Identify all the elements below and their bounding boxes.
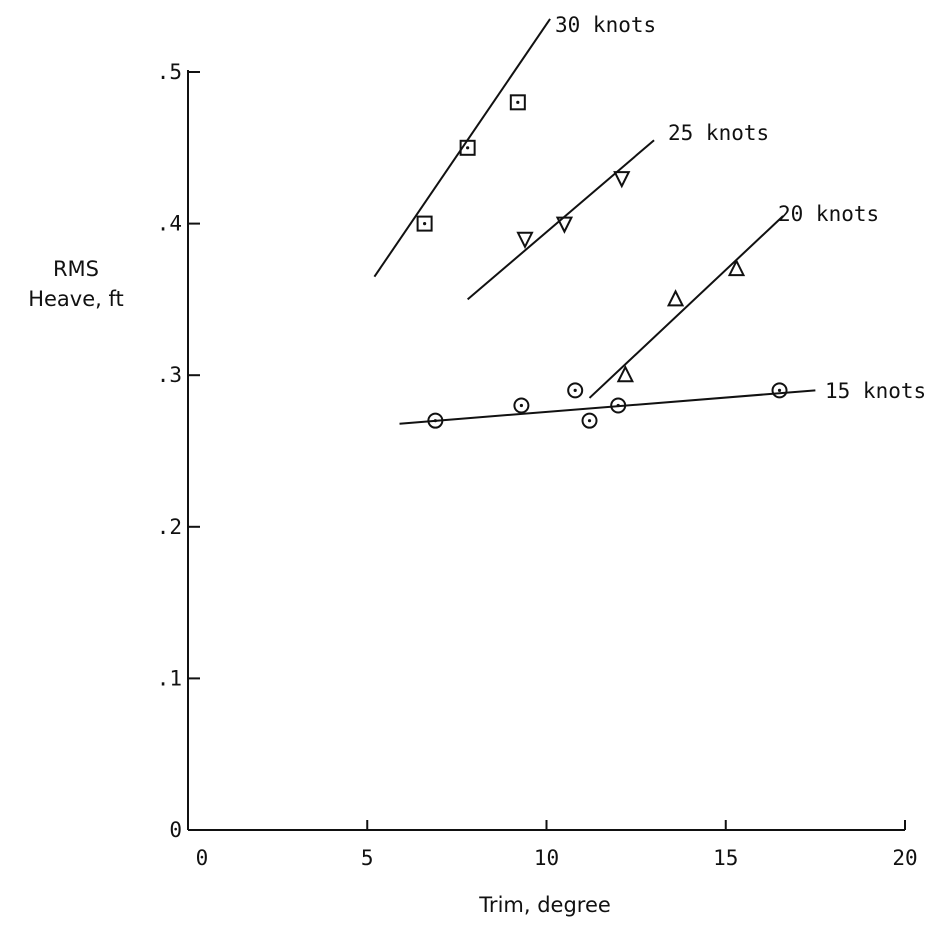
square-marker-dot xyxy=(423,222,427,226)
square-marker-dot xyxy=(466,146,470,150)
square-marker xyxy=(459,139,476,156)
fit-line xyxy=(588,215,784,399)
y-tick-label: .5 xyxy=(157,60,182,84)
circle-marker-dot xyxy=(519,403,524,408)
circle-marker xyxy=(771,382,788,399)
y-tick-label: 0 xyxy=(169,818,182,842)
circle-marker xyxy=(513,397,530,414)
triangle-down-marker xyxy=(613,171,631,189)
triangle-down-marker xyxy=(555,216,574,234)
x-tick-label: 5 xyxy=(361,846,374,870)
triangle-down-marker xyxy=(516,231,534,249)
square-marker xyxy=(509,94,526,111)
y-tick-label: .1 xyxy=(157,666,182,690)
x-tick-label: 20 xyxy=(892,846,917,870)
circle-marker xyxy=(610,397,627,414)
circle-marker-dot xyxy=(587,419,592,423)
series-label: 30 knots xyxy=(555,13,656,37)
square-marker xyxy=(416,215,433,232)
series-label: 15 knots xyxy=(825,379,926,403)
square-marker-dot xyxy=(516,100,520,104)
x-axis-title: Trim, degree xyxy=(478,893,611,917)
triangle-up-marker xyxy=(727,258,746,277)
triangle-up-marker xyxy=(616,364,634,383)
circle-marker xyxy=(427,412,444,429)
axes xyxy=(187,70,906,831)
fit-line xyxy=(399,389,816,425)
y-axis-title: RMS xyxy=(53,257,99,281)
fit-line xyxy=(373,18,551,278)
fit-line xyxy=(466,139,655,301)
series-label: 20 knots xyxy=(778,202,879,226)
x-tick-label: 0 xyxy=(196,846,209,870)
circle-marker-dot xyxy=(573,388,577,392)
triangle-up-marker xyxy=(666,289,685,307)
data-markers xyxy=(416,94,788,429)
circle-marker-dot xyxy=(777,388,782,392)
text-labels: 0 5 10 15 20 0 .1 .2 .3 .4 .5 Trim, degree RMS Heave,… xyxy=(28,13,926,917)
y-tick-label: .2 xyxy=(157,515,182,539)
x-tick-label: 10 xyxy=(534,846,559,870)
circle-marker xyxy=(567,382,584,399)
circle-marker xyxy=(581,412,598,429)
series-label: 25 knots xyxy=(668,121,769,145)
x-tick-label: 15 xyxy=(713,846,738,870)
circle-marker-dot xyxy=(616,403,620,408)
y-axis-title: Heave, ft xyxy=(28,287,124,311)
y-tick-label: .4 xyxy=(157,212,182,236)
y-tick-label: .3 xyxy=(157,363,182,387)
fit-lines xyxy=(373,18,816,425)
circle-marker-dot xyxy=(433,419,437,423)
